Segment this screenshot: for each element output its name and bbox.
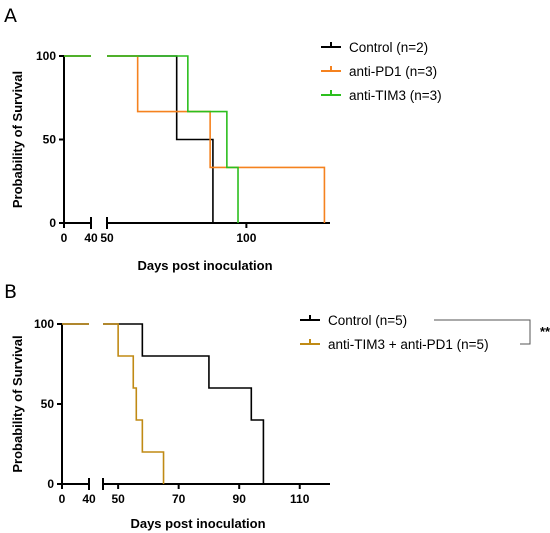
x-tick-label: 40 — [82, 492, 96, 506]
x-axis-label: Days post inoculation — [137, 258, 272, 273]
y-tick-label: 50 — [43, 133, 57, 147]
series-line — [107, 55, 214, 223]
series-line — [103, 323, 265, 484]
y-tick-label: 100 — [34, 317, 54, 331]
series-line — [107, 55, 239, 223]
x-tick-label: 70 — [172, 492, 186, 506]
panel-b: B 0 50 100 Probability of Survival 0 40 50 70 90 1… — [4, 281, 550, 531]
y-tick-label: 50 — [41, 397, 55, 411]
x-tick-label: 50 — [100, 231, 114, 245]
x-tick-label: 0 — [59, 492, 66, 506]
panel-letter: A — [4, 5, 17, 27]
legend-entry: anti-PD1 (n=3) — [349, 64, 437, 79]
legend-entry: Control (n=2) — [349, 40, 428, 55]
legend-entry: anti-TIM3 (n=3) — [349, 88, 442, 103]
x-tick-label: 40 — [84, 231, 98, 245]
series-line — [103, 323, 165, 484]
x-tick-label: 110 — [290, 492, 310, 506]
significance-bracket — [434, 319, 531, 345]
x-tick-label: 0 — [61, 231, 68, 245]
x-tick-label: 90 — [233, 492, 247, 506]
significance-label: ** — [540, 324, 550, 339]
legend-entry: anti-TIM3 + anti-PD1 (n=5) — [328, 337, 489, 352]
panel-letter: B — [4, 281, 17, 303]
legend-entry: Control (n=5) — [328, 313, 407, 328]
x-tick-label: 50 — [111, 492, 125, 506]
y-tick-label: 0 — [49, 216, 56, 230]
y-tick-label: 100 — [36, 49, 56, 63]
y-axis-label: Probability of Survival — [10, 71, 25, 208]
y-axis-label: Probability of Survival — [10, 335, 25, 472]
x-axis-label: Days post inoculation — [130, 516, 265, 531]
series-line — [107, 55, 326, 223]
y-tick-label: 0 — [47, 477, 54, 491]
x-tick-label: 100 — [236, 231, 256, 245]
